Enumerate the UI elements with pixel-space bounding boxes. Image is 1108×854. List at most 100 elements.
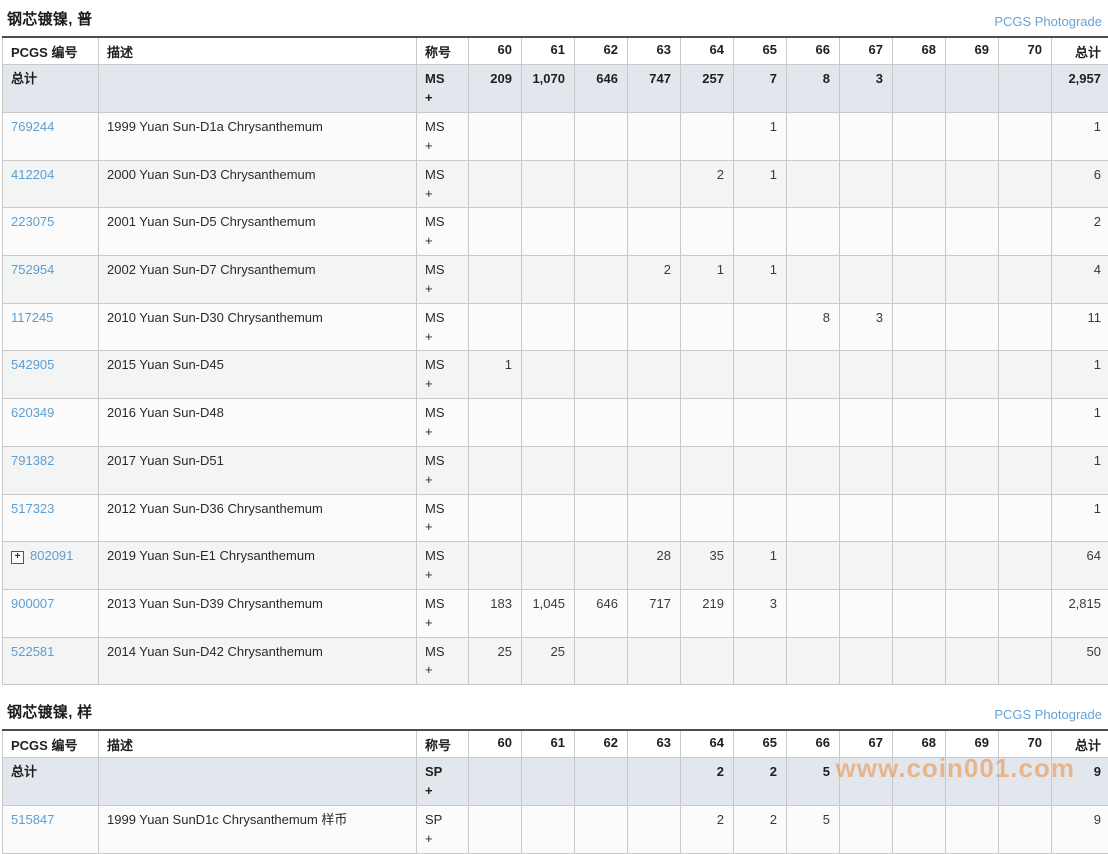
grade-count-cell [522, 446, 575, 494]
grade-count-cell [681, 303, 734, 351]
grade-count-cell [681, 113, 734, 161]
totals-grade-count-cell: 646 [575, 65, 628, 113]
coin-number-link[interactable]: 769244 [11, 119, 54, 134]
grade-count-cell: 717 [628, 589, 681, 637]
designation-cell: MS + [417, 160, 469, 208]
coin-number-cell: +802091 [3, 542, 99, 590]
grade-count-cell [840, 256, 893, 304]
grade-count-cell [575, 446, 628, 494]
expand-plus-icon[interactable]: + [11, 551, 24, 564]
grade-count-cell [999, 806, 1052, 854]
header-description: 描述 [99, 37, 417, 65]
grade-count-cell [787, 542, 840, 590]
photograde-link[interactable]: PCGS Photograde [994, 707, 1102, 722]
grade-count-cell [999, 160, 1052, 208]
grade-count-cell [999, 208, 1052, 256]
grade-count-cell [522, 494, 575, 542]
grade-count-cell [999, 351, 1052, 399]
grade-count-cell [469, 542, 522, 590]
grade-count-cell [469, 399, 522, 447]
grade-count-cell [946, 208, 999, 256]
photograde-link[interactable]: PCGS Photograde [994, 14, 1102, 29]
coin-description: 2012 Yuan Sun-D36 Chrysanthemum [99, 494, 417, 542]
grade-count-cell [787, 113, 840, 161]
grade-count-cell: 3 [840, 303, 893, 351]
coin-number-link[interactable]: 515847 [11, 812, 54, 827]
grade-count-cell [628, 494, 681, 542]
header-grade-64: 64 [681, 730, 734, 758]
coin-number-cell: 117245 [3, 303, 99, 351]
coin-number-link[interactable]: 522581 [11, 644, 54, 659]
coin-number-link[interactable]: 412204 [11, 167, 54, 182]
grade-count-cell [787, 494, 840, 542]
coin-description: 1999 Yuan SunD1c Chrysanthemum 样币 [99, 806, 417, 854]
grade-count-cell [946, 256, 999, 304]
grade-count-cell [893, 113, 946, 161]
grade-count-cell [946, 303, 999, 351]
coin-number-link[interactable]: 223075 [11, 214, 54, 229]
row-total-cell: 64 [1052, 542, 1108, 590]
row-total-cell: 1 [1052, 113, 1108, 161]
coin-description: 2010 Yuan Sun-D30 Chrysanthemum [99, 303, 417, 351]
section-title: 钢芯镀镍, 普 [7, 8, 92, 29]
grade-count-cell [893, 303, 946, 351]
coin-number-link[interactable]: 620349 [11, 405, 54, 420]
coin-number-cell: 515847 [3, 806, 99, 854]
grade-count-cell: 1 [681, 256, 734, 304]
coin-number-link[interactable]: 517323 [11, 501, 54, 516]
grade-count-cell [522, 806, 575, 854]
designation-cell: MS + [417, 399, 469, 447]
grade-count-cell [522, 160, 575, 208]
grade-count-cell [575, 303, 628, 351]
grade-count-cell [575, 494, 628, 542]
grade-count-cell [734, 303, 787, 351]
grade-count-cell [522, 303, 575, 351]
coin-number-link[interactable]: 791382 [11, 453, 54, 468]
row-total-cell: 1 [1052, 446, 1108, 494]
header-designation: 称号 [417, 37, 469, 65]
coin-number-link[interactable]: 542905 [11, 357, 54, 372]
grade-count-cell [628, 399, 681, 447]
grade-count-cell [469, 446, 522, 494]
designation-cell: MS + [417, 589, 469, 637]
designation-cell: MS + [417, 542, 469, 590]
grade-count-cell [681, 637, 734, 685]
grade-count-cell [469, 113, 522, 161]
grade-count-cell [999, 494, 1052, 542]
coin-number-cell: 791382 [3, 446, 99, 494]
grade-count-cell [840, 542, 893, 590]
coin-number-link[interactable]: 900007 [11, 596, 54, 611]
grade-count-cell [628, 113, 681, 161]
grade-count-cell [946, 637, 999, 685]
grade-count-cell [628, 637, 681, 685]
grade-count-cell [522, 113, 575, 161]
coin-number-link[interactable]: 117245 [11, 310, 53, 325]
grade-count-cell [628, 806, 681, 854]
totals-grade-count-cell: 257 [681, 65, 734, 113]
coin-number-cell: 752954 [3, 256, 99, 304]
grade-count-cell [946, 542, 999, 590]
grade-count-cell: 1 [469, 351, 522, 399]
coin-number-link[interactable]: 802091 [30, 548, 73, 563]
coin-description: 2000 Yuan Sun-D3 Chrysanthemum [99, 160, 417, 208]
coin-number-link[interactable]: 752954 [11, 262, 54, 277]
grade-count-cell: 183 [469, 589, 522, 637]
totals-designation-cell: MS + [417, 65, 469, 113]
header-total: 总计 [1052, 730, 1108, 758]
totals-grade-count-cell [893, 65, 946, 113]
grade-count-cell: 2 [734, 806, 787, 854]
grade-count-cell [628, 446, 681, 494]
grade-count-cell: 3 [734, 589, 787, 637]
designation-cell: MS + [417, 256, 469, 304]
grade-count-cell [999, 637, 1052, 685]
grade-count-cell: 5 [787, 806, 840, 854]
header-grade-66: 66 [787, 730, 840, 758]
grade-count-cell [681, 208, 734, 256]
